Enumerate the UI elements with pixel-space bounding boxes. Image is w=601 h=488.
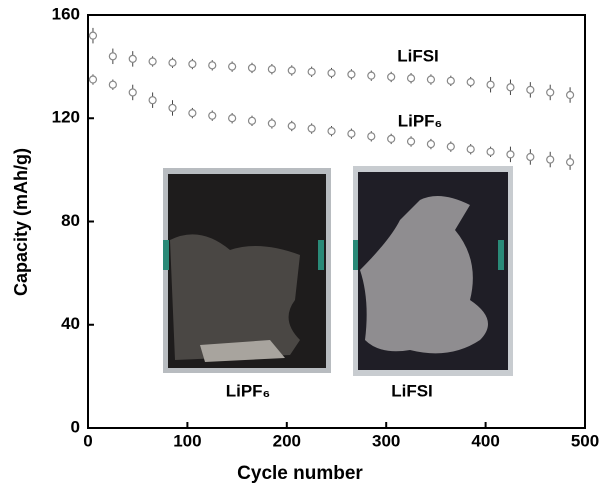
data-point [129,55,136,62]
data-point [149,97,156,104]
data-point [388,135,395,142]
x-tick-label: 200 [273,431,301,450]
data-point [288,67,295,74]
data-point [189,110,196,117]
data-point [169,104,176,111]
inset-label: LiFSI [391,381,433,400]
data-point [487,148,494,155]
data-point [209,62,216,69]
data-point [288,122,295,129]
data-point [348,71,355,78]
data-point [487,81,494,88]
data-point [547,89,554,96]
data-point [467,79,474,86]
y-tick-label: 120 [52,108,80,127]
x-axis-label: Cycle number [237,463,363,484]
data-point [348,130,355,137]
data-point [447,77,454,84]
x-tick-label: 500 [571,431,599,450]
data-point [447,143,454,150]
photo-lipf6 [163,168,331,373]
data-point [189,61,196,68]
data-point [249,117,256,124]
data-point [268,120,275,127]
data-point [249,64,256,71]
data-point [308,68,315,75]
data-point [408,75,415,82]
x-tick-label: 400 [471,431,499,450]
annotation: LiFSI [397,46,439,65]
data-point [547,156,554,163]
y-tick-label: 80 [61,211,80,230]
data-point [567,159,574,166]
data-point [427,76,434,83]
data-point [408,138,415,145]
data-point [567,92,574,99]
data-point [368,72,375,79]
data-point [507,151,514,158]
y-tick-label: 40 [61,314,80,333]
data-point [527,86,534,93]
photo-lifsi [353,166,513,376]
data-point [467,146,474,153]
data-point [109,81,116,88]
data-point [89,32,96,39]
data-point [129,89,136,96]
x-tick-label: 100 [173,431,201,450]
data-point [209,112,216,119]
y-tick-label: 0 [71,417,80,436]
x-tick-label: 0 [83,431,92,450]
data-point [427,141,434,148]
data-point [89,76,96,83]
data-point [308,125,315,132]
data-point [149,58,156,65]
data-point [328,70,335,77]
data-point [268,66,275,73]
data-point [229,63,236,70]
annotation: LiPF₆ [398,111,443,130]
inset-label: LiPF₆ [226,381,271,400]
x-tick-label: 300 [372,431,400,450]
data-point [368,133,375,140]
data-point [507,84,514,91]
data-point [527,153,534,160]
y-tick-label: 160 [52,4,80,23]
data-point [328,128,335,135]
data-point [388,73,395,80]
data-point [169,59,176,66]
y-axis-label: Capacity (mAh/g) [11,148,31,296]
chart: Cycle number Capacity (mAh/g) LiPF₆ LiFS… [0,0,601,488]
data-point [229,115,236,122]
data-point [109,53,116,60]
